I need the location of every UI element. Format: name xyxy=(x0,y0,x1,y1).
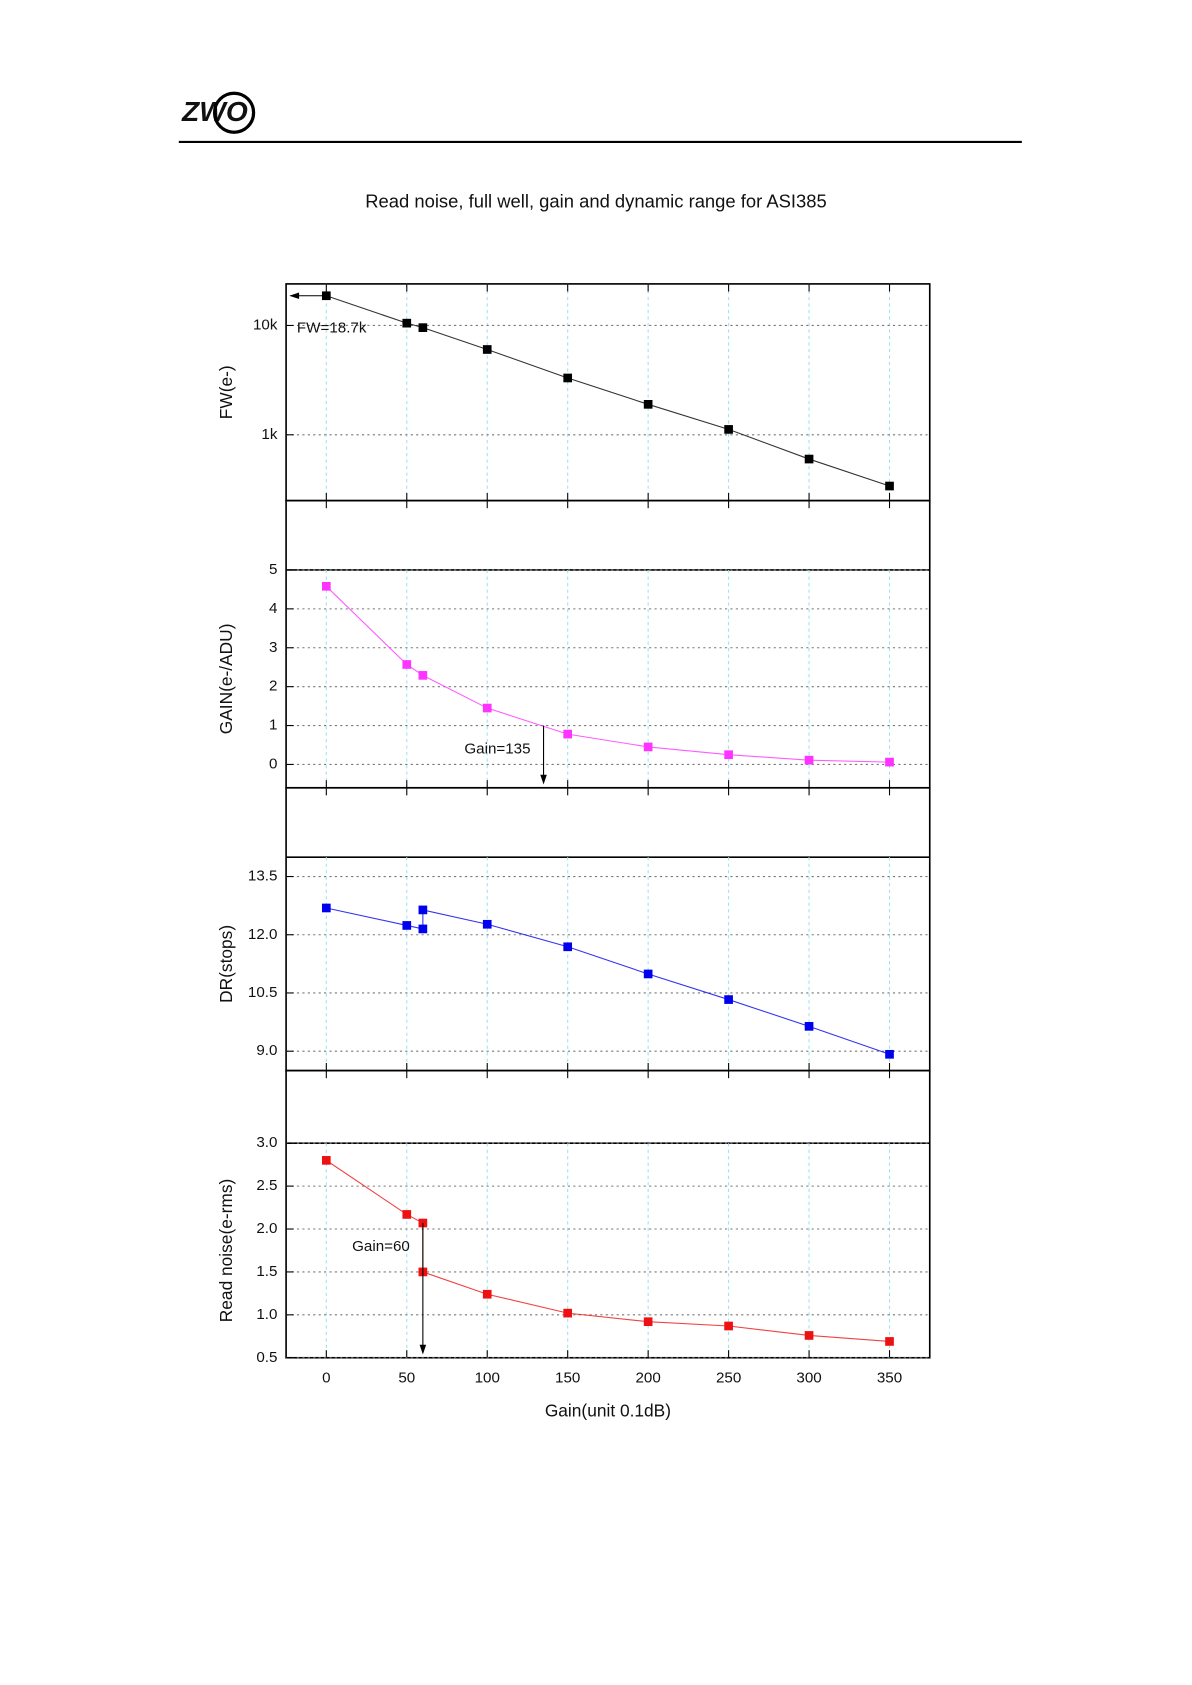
marker xyxy=(482,1289,492,1299)
marker xyxy=(402,1210,412,1219)
marker xyxy=(724,995,733,1004)
arrow-head xyxy=(289,292,300,300)
marker xyxy=(402,660,412,669)
series-line xyxy=(325,585,890,763)
marker xyxy=(885,481,894,491)
arrow-head xyxy=(419,1344,427,1355)
marker xyxy=(643,399,653,409)
x-tick-label: 100 xyxy=(475,1369,500,1386)
y-axis-label: FW(e-) xyxy=(216,365,236,419)
marker xyxy=(885,757,894,767)
y-tick-label: 10k xyxy=(253,316,278,333)
series-line xyxy=(326,1159,890,1342)
marker xyxy=(563,1308,573,1318)
marker xyxy=(724,750,733,760)
chart-title: Read noise, full well, gain and dynamic … xyxy=(365,190,826,211)
y-tick-label: 2.5 xyxy=(256,1177,277,1194)
y-tick-label: 4 xyxy=(269,600,277,617)
marker xyxy=(418,905,428,915)
marker xyxy=(563,373,573,383)
series-line xyxy=(326,907,890,1055)
y-tick-label: 1.5 xyxy=(256,1263,277,1280)
y-axis-label: GAIN(e-/ADU) xyxy=(216,624,236,735)
marker xyxy=(402,318,412,328)
marker xyxy=(482,919,492,929)
x-tick-label: 200 xyxy=(635,1369,660,1386)
x-axis-label: Gain(unit 0.1dB) xyxy=(545,1401,671,1421)
y-tick-label: 2.0 xyxy=(256,1220,277,1237)
y-tick-label: 1.0 xyxy=(256,1306,277,1323)
x-tick-label: 350 xyxy=(877,1369,902,1386)
x-tick-label: 300 xyxy=(796,1369,821,1386)
y-tick-label: 12.0 xyxy=(248,926,278,943)
annotation: FW=18.7k xyxy=(297,319,367,336)
panel-frame xyxy=(285,499,931,789)
logo-ring xyxy=(212,91,256,134)
y-tick-label: 13.5 xyxy=(248,868,278,885)
x-tick-label: 50 xyxy=(398,1369,415,1386)
marker xyxy=(321,903,331,913)
y-tick-label: 5 xyxy=(269,561,277,578)
x-tick-label: 0 xyxy=(322,1369,330,1386)
panel-frame xyxy=(285,786,931,1072)
marker xyxy=(643,742,653,752)
marker xyxy=(804,755,814,765)
x-tick-label: 150 xyxy=(555,1369,580,1386)
marker xyxy=(418,924,428,934)
y-tick-label: 2 xyxy=(269,678,277,695)
y-tick-label: 10.5 xyxy=(248,984,278,1001)
panel-frame xyxy=(285,283,931,502)
marker xyxy=(482,345,492,354)
marker xyxy=(643,969,653,979)
marker xyxy=(482,703,492,713)
marker xyxy=(563,729,573,739)
marker xyxy=(418,671,428,680)
y-axis-label: DR(stops) xyxy=(216,925,236,1003)
y-tick-label: 3 xyxy=(269,639,277,656)
y-tick-label: 0.5 xyxy=(256,1349,277,1366)
marker xyxy=(643,1317,653,1327)
y-tick-label: 9.0 xyxy=(256,1042,277,1059)
marker xyxy=(724,1321,733,1331)
annotation: Gain=60 xyxy=(352,1238,410,1255)
annotation: Gain=135 xyxy=(464,740,530,757)
marker xyxy=(402,921,412,930)
marker xyxy=(321,581,331,591)
marker xyxy=(804,1022,814,1031)
marker xyxy=(418,323,428,332)
marker xyxy=(885,1337,894,1346)
y-tick-label: 3.0 xyxy=(256,1134,277,1151)
marker xyxy=(724,425,733,434)
marker xyxy=(804,454,814,464)
arrow-head xyxy=(540,774,547,785)
marker xyxy=(885,1049,894,1059)
x-tick-label: 250 xyxy=(716,1369,741,1386)
y-axis-label: Read noise(e-rms) xyxy=(216,1179,236,1322)
y-tick-label: 0 xyxy=(269,755,277,772)
y-tick-label: 1k xyxy=(261,426,277,443)
marker xyxy=(563,942,573,952)
y-tick-label: 1 xyxy=(269,717,277,734)
marker xyxy=(321,1156,331,1165)
marker xyxy=(804,1331,814,1340)
